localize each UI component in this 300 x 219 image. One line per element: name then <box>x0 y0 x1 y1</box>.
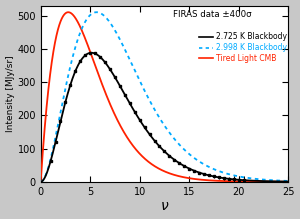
Text: FIRAS data ±400σ: FIRAS data ±400σ <box>173 10 252 19</box>
X-axis label: ν: ν <box>160 200 168 214</box>
Y-axis label: Intensity [MJy/sr]: Intensity [MJy/sr] <box>6 55 15 132</box>
Legend: 2.725 K Blackbody, 2.998 K Blackbody, Tired Light CMB: 2.725 K Blackbody, 2.998 K Blackbody, Ti… <box>199 32 287 63</box>
